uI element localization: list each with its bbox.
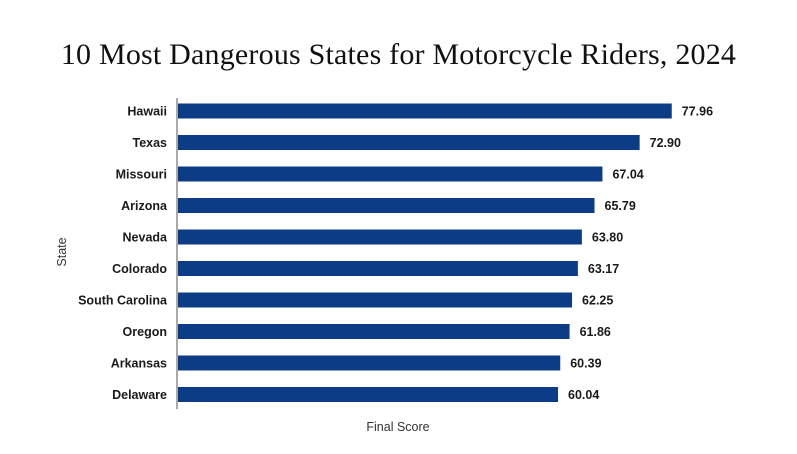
bar-nevada xyxy=(178,229,582,245)
value-label: 67.04 xyxy=(612,168,643,182)
category-labels-group: Hawaii Texas Missouri Arizona Nevada Colorado… xyxy=(78,105,168,403)
chart-title: 10 Most Dangerous States for Motorcycle … xyxy=(60,38,737,71)
bars-group xyxy=(178,103,672,402)
category-label: Hawaii xyxy=(127,105,167,119)
category-label: Delaware xyxy=(112,388,167,402)
bar-texas xyxy=(178,135,640,150)
bar-delaware xyxy=(178,387,559,402)
x-axis-title: Final Score xyxy=(366,420,429,434)
value-labels-group: 77.96 72.90 67.04 65.79 63.80 63.17 62.25 61.86… xyxy=(568,105,713,403)
bar-oregon xyxy=(178,324,570,339)
category-label: Missouri xyxy=(116,168,167,182)
category-label: Arkansas xyxy=(111,357,167,371)
bar-missouri xyxy=(178,166,603,182)
value-label: 77.96 xyxy=(682,105,713,119)
category-label: Arizona xyxy=(121,199,168,213)
bar-arkansas xyxy=(178,355,561,371)
y-axis-title: State xyxy=(55,237,69,266)
bar-colorado xyxy=(178,261,578,276)
bar-south-carolina xyxy=(178,292,573,308)
value-label: 72.90 xyxy=(650,136,681,150)
bar-hawaii xyxy=(178,103,672,119)
value-label: 63.80 xyxy=(592,231,623,245)
value-label: 63.17 xyxy=(588,262,619,276)
category-label: Colorado xyxy=(112,262,167,276)
bar-arizona xyxy=(178,198,595,213)
category-label: Nevada xyxy=(123,231,169,245)
value-label: 60.39 xyxy=(570,357,601,371)
category-label: Texas xyxy=(132,136,167,150)
value-label: 60.04 xyxy=(568,388,599,402)
category-label: Oregon xyxy=(123,325,167,339)
value-label: 61.86 xyxy=(580,325,611,339)
category-label: South Carolina xyxy=(78,294,168,308)
value-label: 62.25 xyxy=(582,294,613,308)
value-label: 65.79 xyxy=(605,199,636,213)
